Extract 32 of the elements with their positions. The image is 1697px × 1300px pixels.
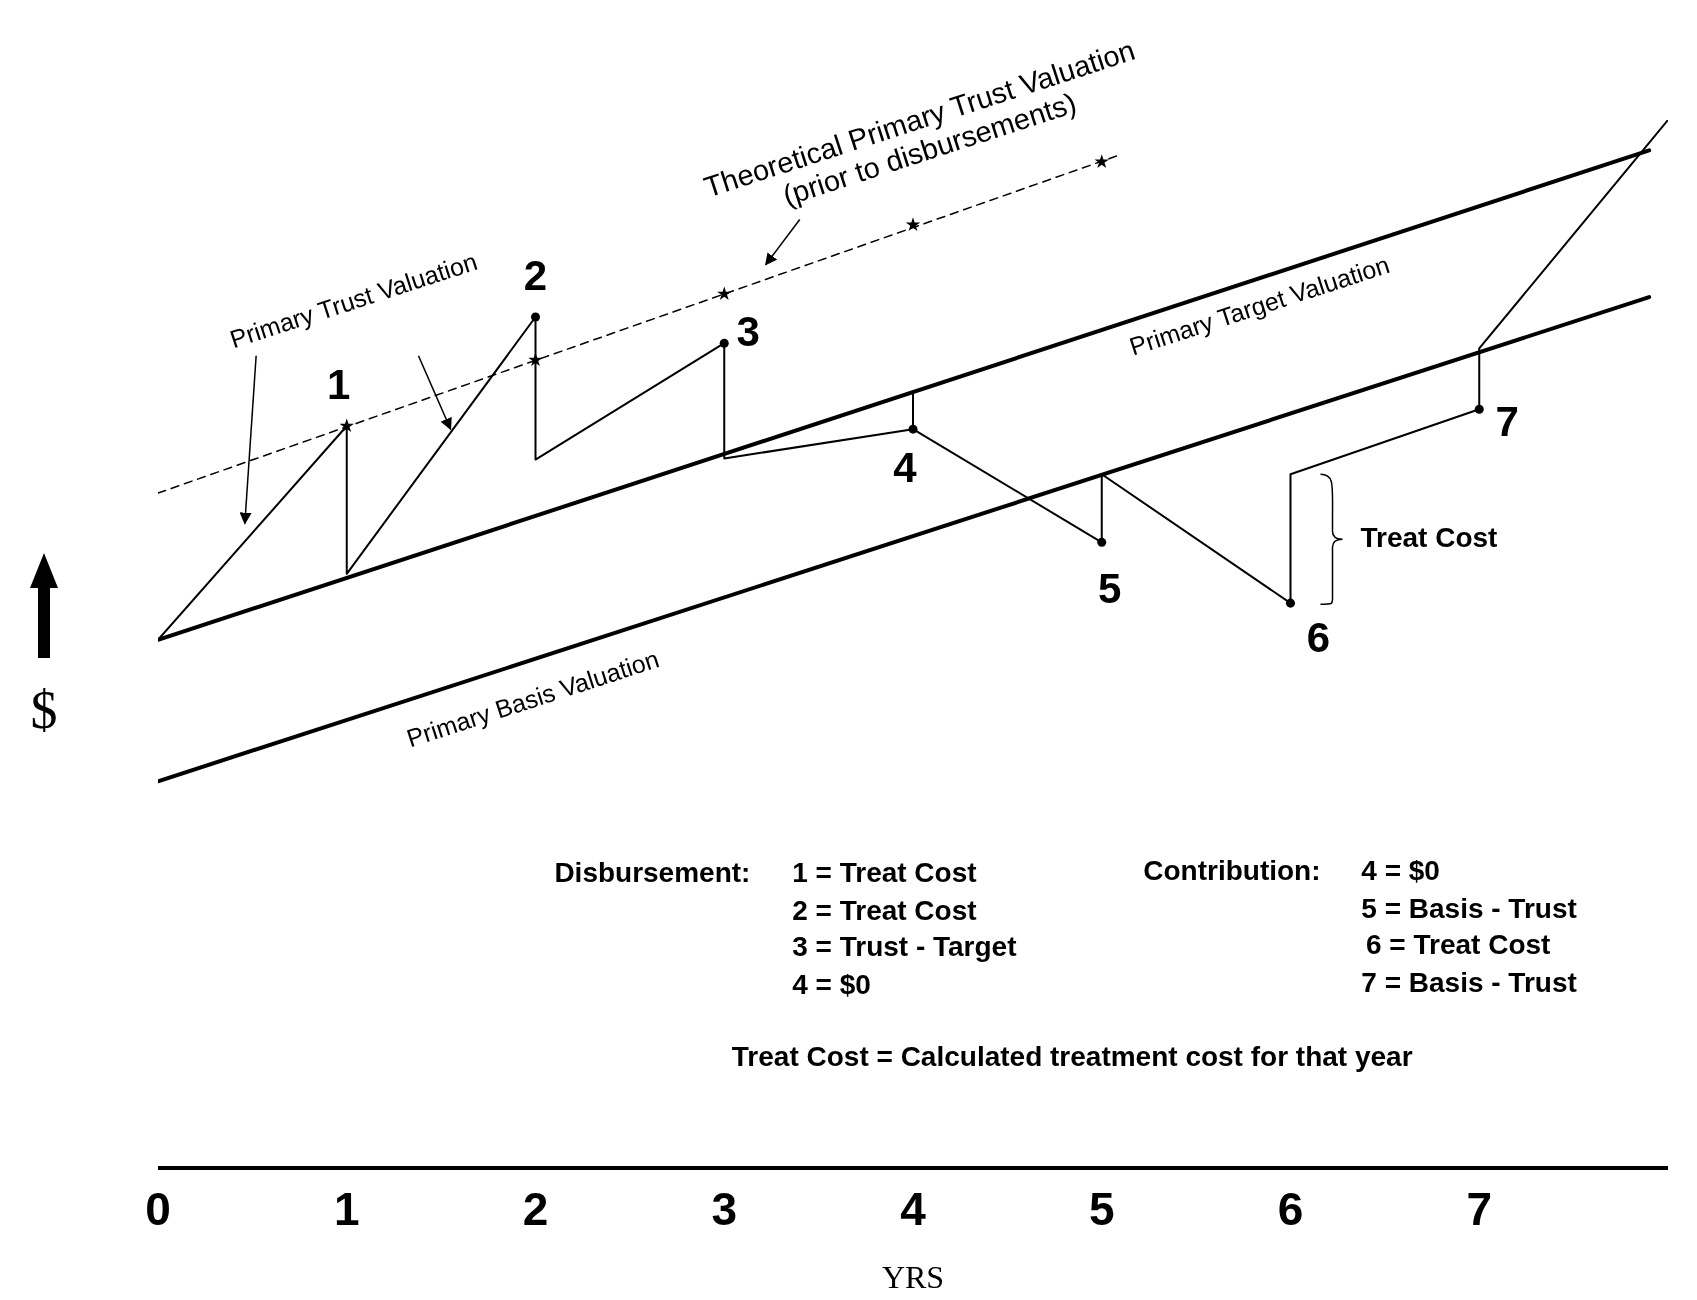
x-tick-label: 7 [1466,1182,1493,1235]
x-tick-label: 4 [900,1182,927,1235]
annotation: 7 [1495,398,1519,446]
annotation: Disbursement: [554,856,751,888]
annotation: 6 = Treat Cost [1366,929,1551,961]
y-axis-title: $ [30,680,58,740]
x-tick-label: 6 [1277,1182,1304,1235]
annotation: 1 [327,361,351,409]
x-tick-label: 2 [522,1182,549,1235]
text: Primary Target Valuation [1126,250,1393,361]
annotation: 6 [1306,614,1331,662]
annotation: 4 = $0 [792,969,871,1001]
annotation: 1 = Treat Cost [792,856,977,888]
annotation: Treat Cost = Calculated treatment cost for that year [731,1041,1413,1073]
x-axis-title: YRS [881,1259,945,1295]
x-tick-label: 5 [1088,1182,1115,1235]
annotation: 5 [1098,565,1122,613]
x-tick-label: 3 [711,1182,738,1235]
annotation: Treat Cost [1360,521,1498,553]
annotation: 2 = Treat Cost [792,894,977,926]
x-tick-label: 1 [333,1182,360,1235]
annotation: 4 = $0 [1361,854,1440,886]
x-tick-label: 0 [145,1182,171,1235]
annotation: 5 = Basis - Trust [1361,892,1577,924]
annotation: 2 [523,252,548,300]
annotation: 4 [893,444,918,492]
annotation: 3 = Trust - Target [792,931,1017,963]
annotation: Contribution: [1143,854,1321,886]
annotation: 3 [736,308,760,356]
text: Primary Trust Valuation [226,246,481,354]
text: Primary Basis Valuation [403,644,663,753]
annotation: 7 = Basis - Trust [1361,966,1577,998]
